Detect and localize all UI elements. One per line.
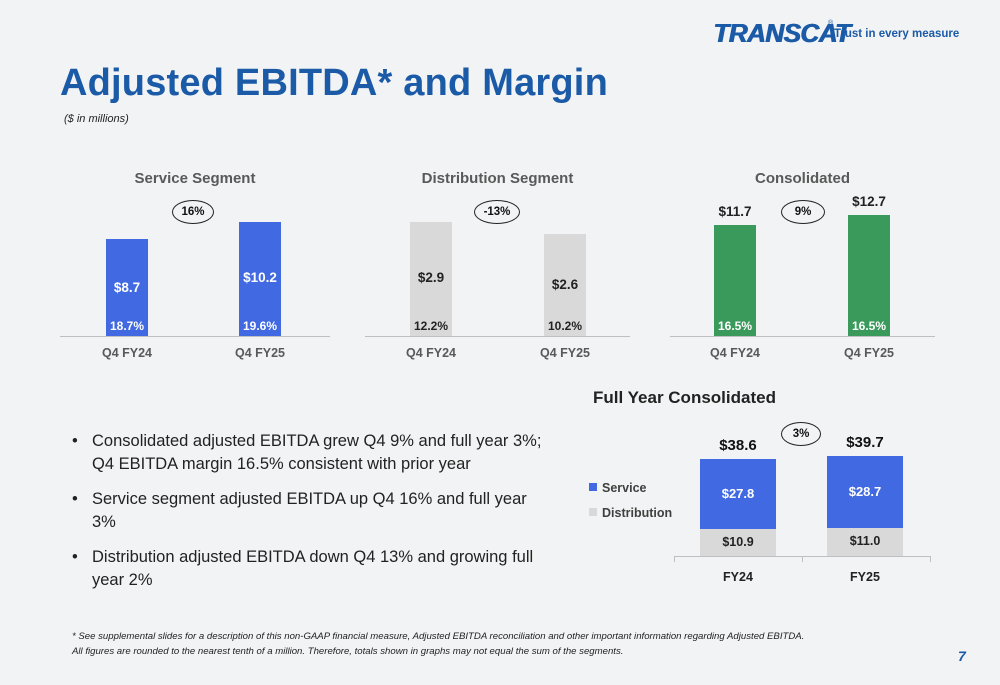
bar-value-label: $28.7 — [848, 484, 882, 499]
bar — [106, 239, 148, 336]
bar-value-label: $2.9 — [417, 270, 445, 285]
bar-value-label: $10.9 — [722, 534, 754, 549]
chart-title: Service Segment — [134, 170, 256, 187]
bar-distribution — [700, 529, 776, 556]
bullet-text: Distribution adjusted EBITDA down Q4 13%… — [92, 548, 534, 589]
page-title: Adjusted EBITDA* and Margin — [60, 62, 608, 104]
bullet-item: • Consolidated adjusted EBITDA grew Q4 9%… — [70, 430, 550, 476]
bullet-dot: • — [72, 490, 78, 508]
legend-swatch — [589, 508, 597, 516]
chart-title: Consolidated — [754, 170, 850, 187]
bar-value-label: $10.2 — [243, 270, 277, 285]
bar-distribution — [827, 528, 903, 556]
bar-service — [827, 456, 903, 528]
x-axis-tick — [930, 556, 931, 562]
bar — [410, 222, 452, 336]
bar — [714, 225, 756, 336]
page-number: 7 — [958, 648, 966, 664]
bar-value-label: $11.0 — [849, 534, 881, 548]
x-axis-tick — [674, 556, 675, 562]
x-tick-label: Q4 FY25 — [234, 346, 286, 360]
bar-value-label: $2.6 — [551, 277, 579, 292]
page-subtitle: ($ in millions) — [64, 113, 129, 125]
change-badge: 3% — [781, 422, 821, 446]
margin-label: 18.7% — [109, 319, 145, 333]
total-label: $38.6 — [719, 437, 757, 454]
x-axis-line — [365, 336, 630, 337]
logo-tagline: Trust in every measure — [834, 28, 960, 40]
legend-label: Distribution — [602, 506, 673, 520]
bullet-item: • Service segment adjusted EBITDA up Q4 1… — [70, 488, 550, 534]
transcat-logo: TRANSCAT ® Trust in every measure — [713, 18, 960, 48]
margin-label: 12.2% — [413, 319, 449, 333]
x-tick-label: FY24 — [723, 570, 753, 584]
legend-item: Distribution — [589, 506, 672, 520]
bar-value-label: $27.8 — [721, 486, 755, 501]
change-badge: 16% — [172, 200, 214, 224]
bar-value-label: $11.7 — [718, 204, 752, 219]
bullet-text: Service segment adjusted EBITDA up Q4 16… — [92, 490, 527, 531]
x-axis-line — [60, 336, 330, 337]
legend-item: Service — [589, 481, 646, 495]
margin-label: 10.2% — [547, 319, 583, 333]
margin-label: 16.5% — [717, 319, 753, 333]
margin-label: 16.5% — [851, 319, 887, 333]
chart-title: Distribution Segment — [421, 170, 574, 187]
x-tick-label: Q4 FY25 — [843, 346, 895, 360]
bar-value-label: $12.7 — [852, 194, 886, 209]
change-badge: 9% — [781, 200, 825, 224]
x-axis-line — [670, 336, 935, 337]
footnote: * See supplemental slides for a descript… — [72, 629, 972, 659]
x-tick-label: Q4 FY24 — [405, 346, 457, 360]
x-tick-label: Q4 FY24 — [101, 346, 153, 360]
bar — [239, 222, 281, 336]
footnote-line: * See supplemental slides for a descript… — [72, 631, 805, 642]
total-label: $39.7 — [846, 434, 884, 451]
bullet-dot: • — [72, 548, 78, 566]
bullet-item: • Distribution adjusted EBITDA down Q4 13… — [70, 546, 550, 592]
bar — [544, 234, 586, 336]
legend-label: Service — [602, 481, 647, 495]
bar — [848, 215, 890, 336]
bar-value-label: $8.7 — [113, 280, 141, 295]
x-tick-label: Q4 FY24 — [709, 346, 761, 360]
x-axis-tick — [802, 556, 803, 562]
logo-registered-mark: ® — [828, 20, 834, 27]
bullet-list: • Consolidated adjusted EBITDA grew Q4 9%… — [70, 430, 550, 604]
change-badge: -13% — [474, 200, 520, 224]
bullet-dot: • — [72, 432, 78, 450]
legend-swatch — [589, 483, 597, 491]
x-tick-label: FY25 — [850, 570, 880, 584]
chart-title: Full Year Consolidated — [593, 388, 776, 407]
bullet-text: Consolidated adjusted EBITDA grew Q4 9% … — [92, 432, 542, 473]
logo-wordmark: TRANSCAT — [713, 18, 851, 48]
footnote-line: All figures are rounded to the nearest t… — [72, 646, 624, 657]
bar-service — [700, 459, 776, 529]
x-tick-label: Q4 FY25 — [539, 346, 591, 360]
margin-label: 19.6% — [242, 319, 278, 333]
